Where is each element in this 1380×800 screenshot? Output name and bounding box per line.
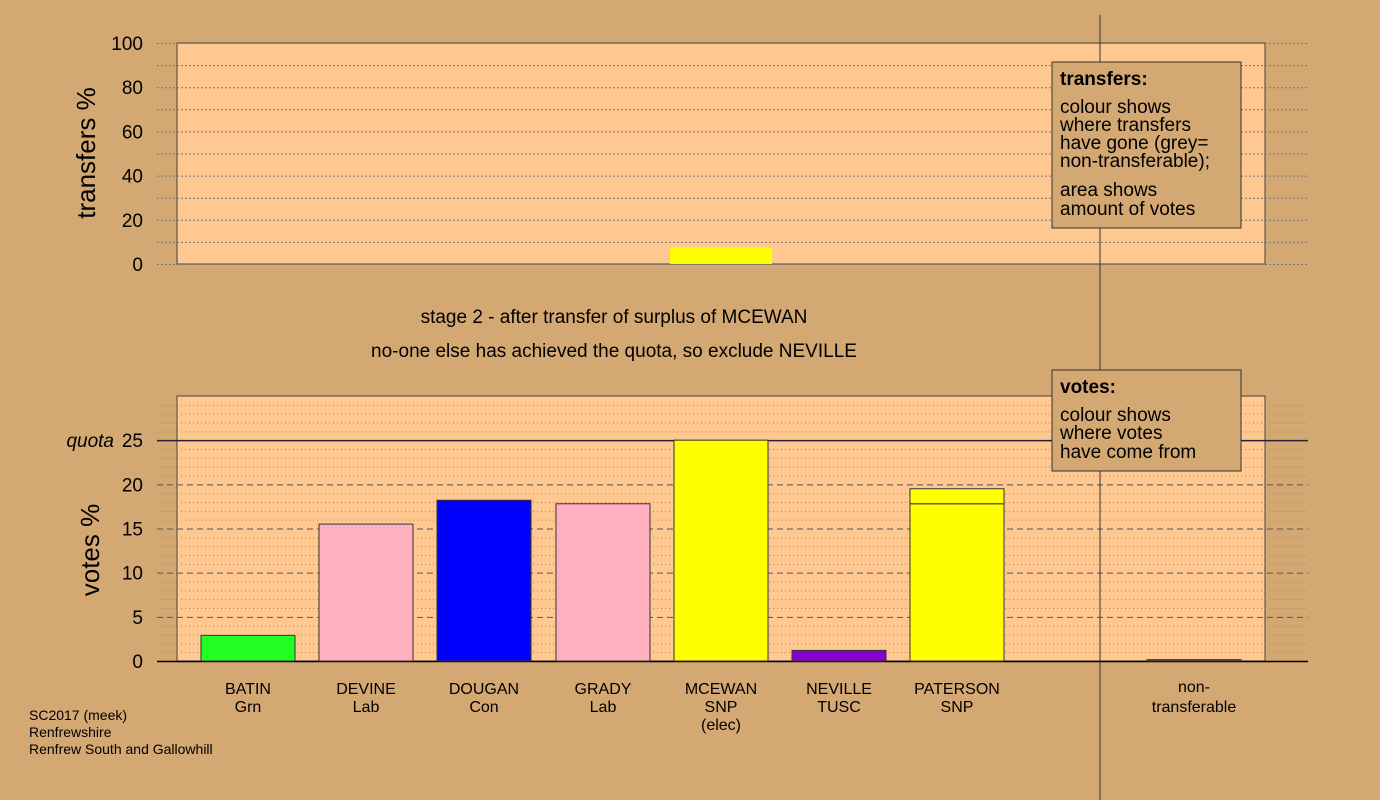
votes-legend-line: where votes <box>1059 423 1162 444</box>
transfers-y-tick: 40 <box>122 167 143 188</box>
candidate-party: Con <box>469 699 498 716</box>
transfers-y-tick: 20 <box>122 211 143 232</box>
nontransferable-label: transferable <box>1152 699 1237 716</box>
transfers-legend-line: amount of votes <box>1060 199 1195 220</box>
candidate-name: DOUGAN <box>449 681 519 698</box>
vote-bar-segment <box>555 503 651 662</box>
transfers-legend: transfers: colour shows where transfers … <box>1051 61 1242 229</box>
transfers-bar <box>670 247 772 264</box>
candidate-status: (elec) <box>701 717 741 734</box>
votes-legend-line: colour shows <box>1060 405 1171 426</box>
transfers-legend-title: transfers: <box>1060 69 1148 90</box>
vote-bar-segment <box>673 439 769 662</box>
candidate-party: SNP <box>941 699 974 716</box>
transfers-y-tick: 80 <box>122 78 143 99</box>
transfers-y-tick: 100 <box>111 34 143 55</box>
votes-y-tick: 10 <box>122 564 143 585</box>
votes-y-tick: 15 <box>122 520 143 541</box>
candidate-name: MCEWAN <box>685 681 757 698</box>
candidate-name: NEVILLE <box>806 681 872 698</box>
votes-legend-line: have come from <box>1060 442 1196 463</box>
nontransferable-label: non- <box>1178 679 1210 696</box>
votes-legend: votes: colour shows where votes have com… <box>1051 369 1242 472</box>
transfers-bars <box>670 247 772 264</box>
credit-source: SC2017 (meek) <box>29 707 127 723</box>
quota-label: quota <box>66 431 114 452</box>
votes-bars <box>200 439 1242 662</box>
stage-description: stage 2 - after transfer of surplus of M… <box>421 307 808 328</box>
candidate-party: Lab <box>353 699 380 716</box>
candidate-party: TUSC <box>817 699 861 716</box>
vote-bar-segment <box>318 523 414 662</box>
votes-y-axis-title: votes % <box>75 504 105 597</box>
candidate-name: DEVINE <box>336 681 396 698</box>
transfers-legend-line: area shows <box>1060 180 1157 201</box>
transfers-legend-line: have gone (grey= <box>1060 133 1208 154</box>
votes-y-ticks: 0 5 10 15 20 25 quota <box>66 431 143 673</box>
candidate-name: PATERSON <box>914 681 1000 698</box>
candidate-party: Grn <box>235 699 262 716</box>
votes-y-tick: 0 <box>132 652 143 673</box>
transfers-legend-line: non-transferable); <box>1060 151 1210 172</box>
transfers-y-axis-title: transfers % <box>71 87 101 219</box>
transfers-y-tick: 0 <box>132 255 143 276</box>
votes-y-tick: 20 <box>122 475 143 496</box>
votes-legend-box <box>1051 369 1242 472</box>
nontransferable-bar <box>1146 659 1242 662</box>
candidate-name: BATIN <box>225 681 271 698</box>
vote-bar-segment <box>909 488 1005 505</box>
vote-bar-segment <box>909 503 1005 662</box>
vote-bar-segment <box>200 634 296 662</box>
transfers-legend-line: colour shows <box>1060 97 1171 118</box>
votes-y-tick: 5 <box>132 608 143 629</box>
votes-legend-title: votes: <box>1060 377 1116 398</box>
votes-y-tick: 25 <box>122 431 143 452</box>
transfers-y-ticks: 0 20 40 60 80 100 <box>111 34 143 276</box>
vote-bar-segment <box>791 649 887 662</box>
exclusion-note: no-one else has achieved the quota, so e… <box>371 341 857 362</box>
candidate-party: Lab <box>590 699 617 716</box>
vote-bar-segment <box>436 499 532 662</box>
credit-ward: Renfrew South and Gallowhill <box>29 741 213 757</box>
transfers-legend-box <box>1051 61 1242 229</box>
candidate-labels: BATINGrnDEVINELabDOUGANConGRADYLabMCEWAN… <box>225 679 1236 734</box>
credit-council: Renfrewshire <box>29 724 112 740</box>
candidate-party: SNP <box>705 699 738 716</box>
candidate-name: GRADY <box>575 681 632 698</box>
transfers-y-tick: 60 <box>122 122 143 143</box>
transfers-legend-line: where transfers <box>1059 115 1191 136</box>
